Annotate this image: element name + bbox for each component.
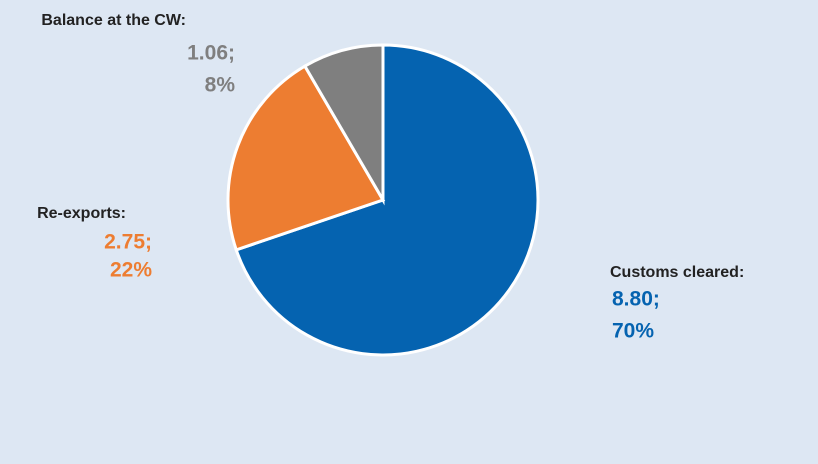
pie-slice — [302, 43, 385, 206]
slice-label: Customs cleared: — [610, 264, 744, 281]
value-label: 2.75; — [104, 231, 152, 254]
slice-label: Balance at the CW: — [41, 12, 186, 29]
percent-label: 8% — [205, 74, 236, 97]
percent-label: 22% — [110, 259, 152, 282]
value-label: 1.06; — [187, 42, 235, 65]
pie-slice — [226, 64, 386, 252]
percent-label: 70% — [612, 320, 654, 343]
pie-slice — [234, 43, 540, 357]
value-label: 8.80; — [612, 288, 660, 311]
slice-label: Re-exports: — [37, 205, 126, 222]
